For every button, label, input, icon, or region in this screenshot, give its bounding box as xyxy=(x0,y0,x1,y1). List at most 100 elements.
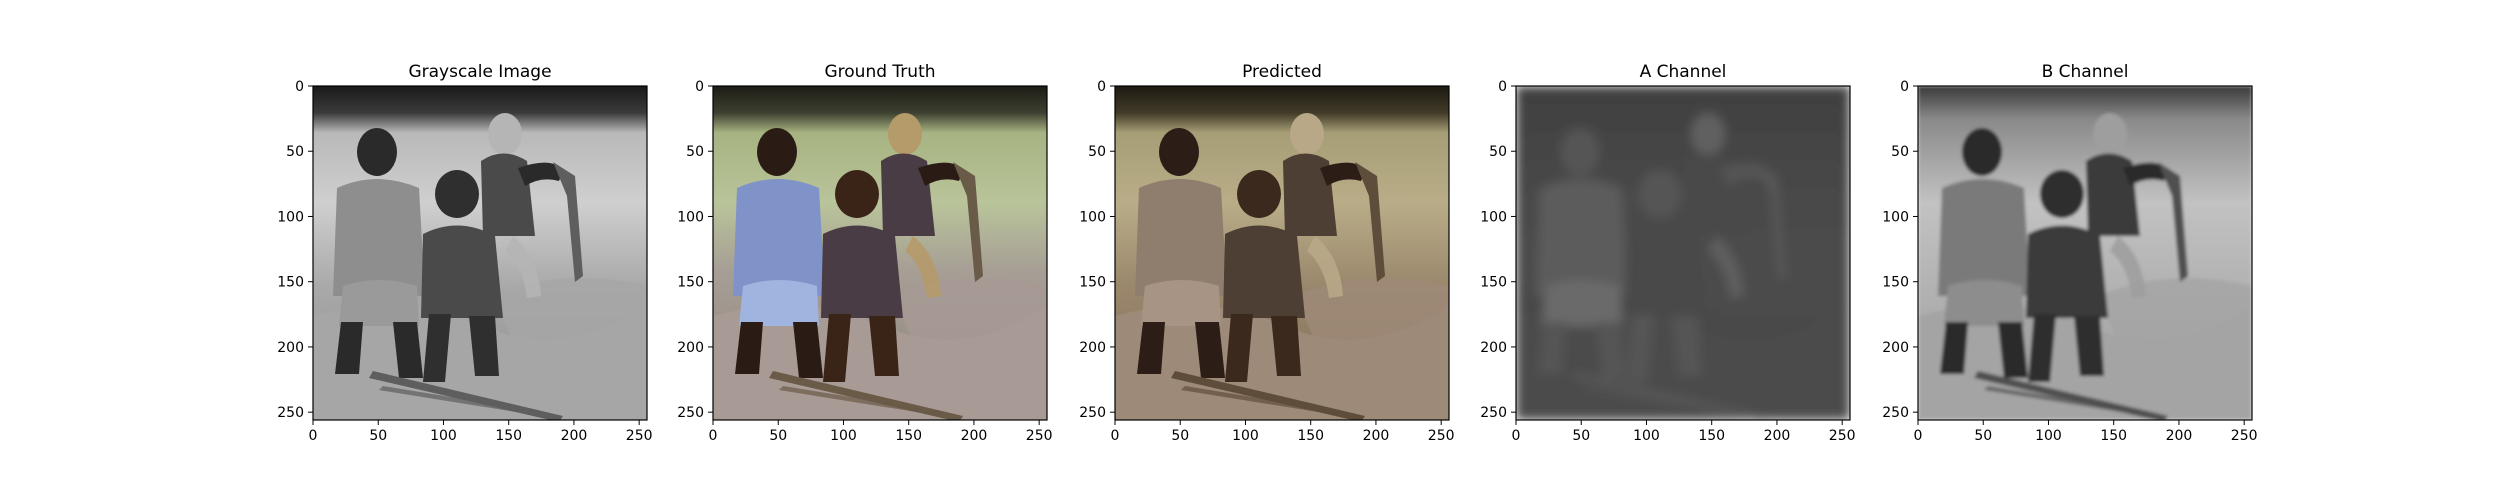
y-tick-label: 0 xyxy=(695,79,704,95)
image-scene xyxy=(1115,86,1449,420)
y-tick-label: 50 xyxy=(1489,144,1507,160)
x-tick-label: 200 xyxy=(561,428,588,444)
x-tick-label: 200 xyxy=(1764,428,1791,444)
x-tick-label: 250 xyxy=(2231,428,2258,444)
child-left-head xyxy=(1962,128,2002,176)
panel-title: A Channel xyxy=(1640,62,1727,82)
child-left-head xyxy=(1560,128,1600,176)
child-left-head xyxy=(1159,128,1199,176)
x-tick-label: 250 xyxy=(1829,428,1856,444)
y-tick-label: 0 xyxy=(1498,79,1507,95)
y-tick-label: 100 xyxy=(1882,209,1909,225)
x-tick-label: 100 xyxy=(430,428,457,444)
y-tick-label: 250 xyxy=(677,405,704,421)
x-tick-label: 100 xyxy=(1232,428,1259,444)
x-tick-label: 50 xyxy=(769,428,787,444)
y-tick-label: 50 xyxy=(286,144,304,160)
stick-upright xyxy=(1355,162,1385,282)
y-tick-label: 200 xyxy=(1882,340,1909,356)
x-tick-label: 150 xyxy=(1297,428,1324,444)
stick-upright xyxy=(1756,162,1786,282)
child-back-head xyxy=(2093,113,2127,155)
y-tick-label: 0 xyxy=(1900,79,1909,95)
child-left-shirt xyxy=(1938,179,2030,296)
child-back-head xyxy=(888,113,922,155)
child-mid-head xyxy=(835,170,879,218)
x-tick-label: 250 xyxy=(1428,428,1455,444)
x-tick-label: 150 xyxy=(2100,428,2127,444)
axes-frame xyxy=(1114,85,1450,421)
x-tick-label: 150 xyxy=(895,428,922,444)
y-tick-label: 100 xyxy=(677,209,704,225)
child-left-shirt xyxy=(1536,179,1628,296)
x-tick-label: 200 xyxy=(2166,428,2193,444)
image-scene xyxy=(313,86,647,420)
x-tick-label: 0 xyxy=(1111,428,1120,444)
panel-title: Grayscale Image xyxy=(408,62,551,82)
child-left-shirt xyxy=(733,179,825,296)
panel-title: B Channel xyxy=(2042,62,2129,82)
panels-root: Grayscale Image 0 50 100 150 200 250 0 50 100 150 2… xyxy=(277,62,2257,444)
x-tick-label: 0 xyxy=(1512,428,1521,444)
stick-upright xyxy=(553,162,583,282)
panel-title: Predicted xyxy=(1242,62,1322,82)
y-tick-label: 150 xyxy=(677,275,704,291)
x-tick-label: 50 xyxy=(1572,428,1590,444)
axes-frame xyxy=(312,85,648,421)
child-mid-head xyxy=(2040,170,2084,218)
stick-upright xyxy=(2158,162,2188,282)
x-tick-label: 100 xyxy=(1633,428,1660,444)
child-mid-head xyxy=(435,170,479,218)
y-tick-label: 200 xyxy=(1079,340,1106,356)
x-tick-label: 0 xyxy=(1914,428,1923,444)
image-scene xyxy=(713,86,1047,420)
y-tick-label: 250 xyxy=(1079,405,1106,421)
panel-predicted: Predicted 0 50 100 150 200 250 0 50 100 150 200 250 xyxy=(1079,62,1454,444)
child-left-head xyxy=(757,128,797,176)
y-tick-label: 50 xyxy=(686,144,704,160)
x-tick-label: 250 xyxy=(1026,428,1053,444)
panel-title: Ground Truth xyxy=(824,62,935,82)
y-tick-label: 150 xyxy=(1480,275,1507,291)
x-tick-label: 50 xyxy=(1171,428,1189,444)
child-back-head xyxy=(1290,113,1324,155)
y-tick-label: 200 xyxy=(277,340,304,356)
child-mid-shirt xyxy=(821,225,903,318)
axes-frame xyxy=(712,85,1048,421)
x-tick-label: 100 xyxy=(2035,428,2062,444)
x-tick-label: 200 xyxy=(961,428,988,444)
y-tick-label: 200 xyxy=(677,340,704,356)
child-back-head xyxy=(1691,113,1725,155)
axes-frame xyxy=(1917,85,2253,421)
x-tick-label: 0 xyxy=(309,428,318,444)
child-mid-head xyxy=(1237,170,1281,218)
image-scene xyxy=(1516,86,1850,420)
y-tick-label: 150 xyxy=(1882,275,1909,291)
y-tick-label: 150 xyxy=(1079,275,1106,291)
y-tick-label: 100 xyxy=(1480,209,1507,225)
x-tick-label: 250 xyxy=(626,428,653,444)
y-tick-label: 250 xyxy=(1480,405,1507,421)
child-mid-shirt xyxy=(2026,225,2108,318)
x-tick-label: 150 xyxy=(495,428,522,444)
child-mid-shirt xyxy=(1624,225,1706,318)
panel-b-channel: B Channel 0 50 100 150 200 250 0 50 100 150 200 250 xyxy=(1882,62,2257,444)
y-tick-label: 50 xyxy=(1891,144,1909,160)
stick-upright xyxy=(953,162,983,282)
x-tick-label: 200 xyxy=(1363,428,1390,444)
child-mid-shirt xyxy=(421,225,503,318)
y-tick-label: 0 xyxy=(295,79,304,95)
y-tick-label: 50 xyxy=(1088,144,1106,160)
child-left-shirt xyxy=(1135,179,1227,296)
x-tick-label: 0 xyxy=(709,428,718,444)
y-tick-label: 250 xyxy=(277,405,304,421)
axes-frame xyxy=(1515,85,1851,421)
y-tick-label: 100 xyxy=(277,209,304,225)
image-scene xyxy=(1918,86,2252,420)
child-back-head xyxy=(488,113,522,155)
child-left-head xyxy=(357,128,397,176)
x-tick-label: 50 xyxy=(1974,428,1992,444)
panel-grayscale: Grayscale Image 0 50 100 150 200 250 0 50 100 150 2… xyxy=(277,62,652,444)
y-tick-label: 250 xyxy=(1882,405,1909,421)
